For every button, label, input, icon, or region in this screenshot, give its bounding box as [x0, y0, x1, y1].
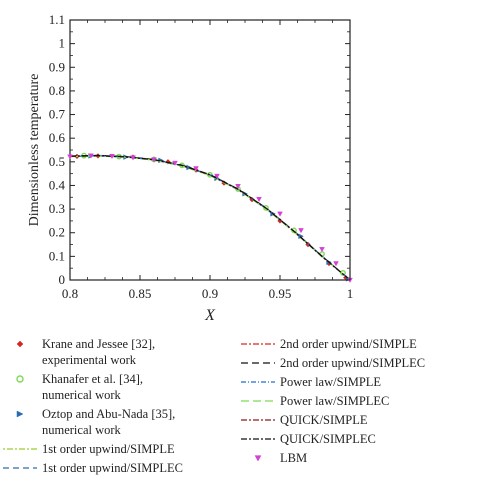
legend-label: numerical work	[42, 423, 121, 437]
y-tick-label: 1.1	[49, 12, 65, 27]
series-10	[69, 155, 351, 281]
legend-entry: QUICK/SIMPLEC	[280, 431, 376, 447]
legend-marker	[16, 375, 24, 383]
legend-symbol	[241, 400, 275, 402]
legend-symbol	[241, 381, 275, 383]
data-point	[109, 153, 115, 160]
legend: Krane and Jessee [32], experimental work K…	[0, 330, 488, 500]
data-point	[67, 154, 73, 160]
legend-entry: 2nd order upwind/SIMPLEC	[280, 355, 425, 371]
data-point	[151, 157, 157, 163]
y-tick-label: 0.4	[49, 177, 66, 192]
legend-symbol	[241, 343, 275, 345]
legend-marker	[16, 340, 24, 348]
legend-symbol	[241, 438, 275, 440]
legend-symbol	[254, 455, 262, 462]
data-point	[130, 155, 136, 161]
legend-entry: Power law/SIMPLE	[280, 374, 381, 390]
data-point	[193, 166, 199, 172]
legend-label: 1st order upwind/SIMPLE	[42, 442, 175, 456]
y-tick-label: 0.6	[49, 130, 66, 145]
legend-label: QUICK/SIMPLEC	[280, 432, 376, 446]
legend-label: Power law/SIMPLE	[280, 375, 382, 389]
series-line	[69, 155, 351, 281]
legend-label: experimental work	[42, 353, 137, 367]
data-point	[165, 159, 171, 165]
x-tick-label: 0.85	[129, 286, 152, 301]
legend-entry: Power law/SIMPLEC	[280, 393, 389, 409]
plot-frame	[69, 19, 351, 281]
legend-symbol	[3, 448, 37, 450]
y-tick-label: 0.5	[49, 154, 65, 169]
legend-symbol	[16, 410, 24, 418]
data-point	[235, 183, 241, 190]
y-tick-label: 0	[59, 272, 66, 287]
legend-label: 1st order upwind/SIMPLEC	[42, 461, 183, 475]
legend-label: LBM	[280, 451, 308, 465]
plot-area	[69, 19, 351, 281]
legend-entry: Krane and Jessee [32], experimental work	[42, 336, 155, 368]
y-axis-title: Dimensionless temperature	[27, 74, 42, 227]
data-point	[333, 261, 339, 267]
data-point	[172, 160, 178, 166]
x-tick-label: 0.8	[62, 286, 78, 301]
legend-label: Power law/SIMPLEC	[280, 394, 390, 408]
series-layer	[67, 152, 353, 283]
legend-symbol	[241, 419, 275, 421]
y-tick-label: 0.8	[49, 83, 65, 98]
chart: 0 0.1 0.2 0.3 0.4 0.5 0.6 0.7 0.8 0.9 1 1.1 0.8 0.85 0…	[27, 12, 354, 324]
legend-symbol	[241, 362, 275, 364]
legend-entry: 2nd order upwind/SIMPLE	[280, 336, 417, 352]
legend-label: Oztop and Abu-Nada [35],	[42, 407, 176, 421]
legend-marker	[16, 410, 24, 418]
x-axis-title: X	[204, 307, 216, 324]
y-tick-label: 1	[59, 36, 66, 51]
data-point	[256, 196, 262, 203]
data-point	[88, 153, 94, 159]
data-point	[298, 228, 304, 234]
legend-label: 2nd order upwind/SIMPLE	[280, 337, 417, 351]
x-tick-label: 1	[347, 286, 354, 301]
legend-entry: Oztop and Abu-Nada [35], numerical work	[42, 406, 175, 438]
y-tick-label: 0.3	[49, 201, 65, 216]
legend-label: numerical work	[42, 388, 121, 402]
legend-label: Khanafer et al. [34],	[42, 372, 143, 386]
data-point	[319, 247, 325, 253]
series-line	[69, 155, 351, 281]
legend-symbol	[16, 340, 24, 348]
x-tick-label: 0.9	[202, 286, 218, 301]
legend-marker	[254, 455, 262, 462]
legend-entry: LBM	[280, 450, 307, 466]
legend-label: Krane and Jessee [32],	[42, 337, 156, 351]
y-tick-label: 0.9	[49, 59, 65, 74]
axes-layer: 0 0.1 0.2 0.3 0.4 0.5 0.6 0.7 0.8 0.9 1 1.1 0.8 0.85 0…	[49, 12, 354, 301]
legend-entry: 1st order upwind/SIMPLE	[42, 441, 175, 457]
legend-symbol	[16, 375, 24, 383]
legend-entry: 1st order upwind/SIMPLEC	[42, 460, 183, 476]
legend-entry: QUICK/SIMPLE	[280, 412, 368, 428]
x-tick-label: 0.95	[269, 286, 292, 301]
legend-entry: Khanafer et al. [34], numerical work	[42, 371, 143, 403]
y-tick-label: 0.7	[49, 107, 66, 122]
legend-label: 2nd order upwind/SIMPLEC	[280, 356, 426, 370]
y-tick-label: 0.2	[49, 225, 65, 240]
data-point	[277, 218, 283, 224]
legend-label: QUICK/SIMPLE	[280, 413, 368, 427]
y-tick-label: 0.1	[49, 248, 65, 263]
series-7	[69, 155, 351, 281]
data-point	[214, 173, 220, 179]
legend-symbol	[3, 467, 37, 469]
data-point	[277, 211, 283, 217]
